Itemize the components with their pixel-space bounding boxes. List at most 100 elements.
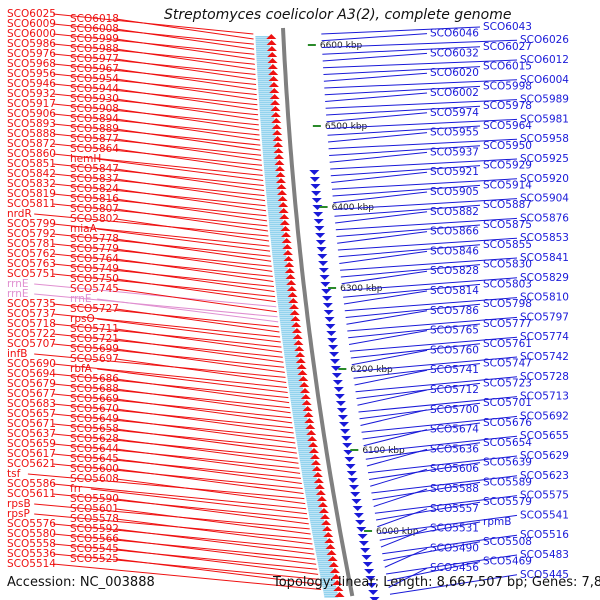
annotation-tick (289, 394, 304, 396)
gene-label-forward: SCO5621 (7, 458, 56, 470)
annotation-tick (289, 392, 304, 394)
forward-gene-arrow (316, 496, 327, 501)
annotation-tick (262, 150, 277, 152)
forward-gene-arrow (299, 388, 310, 393)
annotation-tick (293, 420, 308, 422)
gene-connector (372, 481, 481, 501)
gene-connector (53, 373, 289, 399)
annotation-tick (296, 436, 311, 438)
forward-gene-arrow (266, 40, 277, 45)
annotation-tick (261, 130, 276, 132)
gene-connector (321, 26, 481, 35)
annotation-tick (321, 580, 336, 582)
gene-label-forward: SCO5669 (70, 393, 119, 405)
gene-label-forward: frr (70, 483, 83, 495)
kbp-label: 6600 kbp (320, 41, 363, 51)
annotation-tick (255, 42, 270, 44)
annotation-tick (317, 560, 332, 562)
gene-label-forward: miaA (70, 223, 98, 235)
annotation-tick (258, 90, 273, 92)
annotation-tick (263, 160, 278, 162)
annotation-tick (256, 64, 271, 66)
annotation-tick (261, 136, 276, 138)
reverse-gene-arrow (314, 226, 325, 231)
gene-label-forward: SCO5946 (7, 78, 56, 90)
forward-gene-arrow (273, 142, 284, 147)
annotation-tick (290, 400, 305, 402)
gene-connector (339, 250, 428, 264)
annotation-tick (264, 176, 279, 178)
annotation-tick (267, 200, 281, 202)
annotation-tick (257, 76, 272, 78)
gene-connector (330, 165, 481, 177)
annotation-tick (311, 526, 326, 528)
gene-label-forward: SCO5580 (7, 528, 56, 540)
gene-label-reverse: SCO5904 (520, 193, 569, 205)
annotation-tick (258, 98, 273, 100)
annotation-tick (270, 240, 285, 242)
accession-label: Accession: NC_003888 (7, 575, 155, 590)
gene-label-forward: SCO5762 (7, 248, 56, 260)
gene-label-forward: SCO5690 (7, 358, 56, 370)
gene-connector (348, 330, 428, 345)
annotation-tick (271, 244, 286, 246)
annotation-tick (289, 388, 303, 390)
gene-connector (53, 153, 263, 176)
gene-label-reverse: SCO5855 (483, 239, 532, 251)
forward-gene-arrow (278, 208, 289, 213)
forward-gene-arrow (279, 214, 290, 219)
gene-connector (53, 323, 282, 348)
gene-connector (97, 228, 271, 252)
reverse-gene-arrow (313, 212, 324, 217)
annotation-tick (260, 120, 275, 122)
gene-connector (358, 396, 518, 413)
reverse-gene-arrow (336, 408, 347, 413)
forward-gene-arrow (270, 106, 281, 111)
gene-label-reverse: SCO5761 (483, 338, 532, 350)
gene-connector (340, 264, 481, 278)
forward-gene-arrow (284, 268, 295, 273)
gene-connector (373, 488, 428, 507)
gene-label-forward: SCO5842 (7, 168, 56, 180)
annotation-tick (266, 198, 281, 200)
forward-gene-arrow (300, 394, 311, 399)
gene-connector (116, 518, 313, 545)
gene-label-forward: SCO5677 (7, 388, 56, 400)
annotation-tick (256, 58, 271, 60)
forward-gene-arrow (309, 448, 320, 453)
gene-label-forward: SCO5893 (7, 118, 56, 130)
gene-connector (116, 168, 265, 192)
reverse-gene-arrow (318, 268, 329, 273)
forward-gene-arrow (284, 262, 295, 267)
gene-label-reverse: SCO5786 (430, 305, 479, 317)
annotation-tick (306, 502, 321, 504)
annotation-tick (315, 548, 330, 550)
annotation-tick (291, 402, 305, 404)
forward-gene-arrow (285, 274, 296, 279)
gene-label-forward: SCO5977 (70, 53, 119, 65)
annotation-tick (272, 254, 287, 256)
annotation-tick (309, 516, 324, 518)
gene-label-reverse: SCO5765 (430, 325, 479, 337)
gene-label-forward: SCO5600 (70, 463, 119, 475)
reverse-gene-arrow (353, 513, 364, 518)
annotation-tick (282, 342, 297, 344)
reverse-gene-arrow (350, 492, 361, 497)
gene-connector (116, 398, 293, 424)
annotation-tick (306, 498, 321, 500)
gene-connector (344, 297, 518, 312)
kbp-label: 6100 kbp (362, 446, 405, 456)
gene-connector (116, 448, 301, 474)
annotation-tick (264, 170, 279, 172)
annotation-tick (275, 278, 289, 280)
reverse-gene-arrow (364, 569, 375, 574)
forward-gene-arrow (332, 580, 343, 585)
gene-label-reverse: SCO6046 (430, 28, 479, 40)
annotation-tick (290, 396, 305, 398)
gene-label-reverse: SCO5639 (483, 457, 532, 469)
forward-gene-arrow (287, 292, 298, 297)
annotation-tick (270, 234, 285, 236)
forward-gene-arrow (303, 412, 314, 417)
annotation-tick (265, 178, 279, 180)
